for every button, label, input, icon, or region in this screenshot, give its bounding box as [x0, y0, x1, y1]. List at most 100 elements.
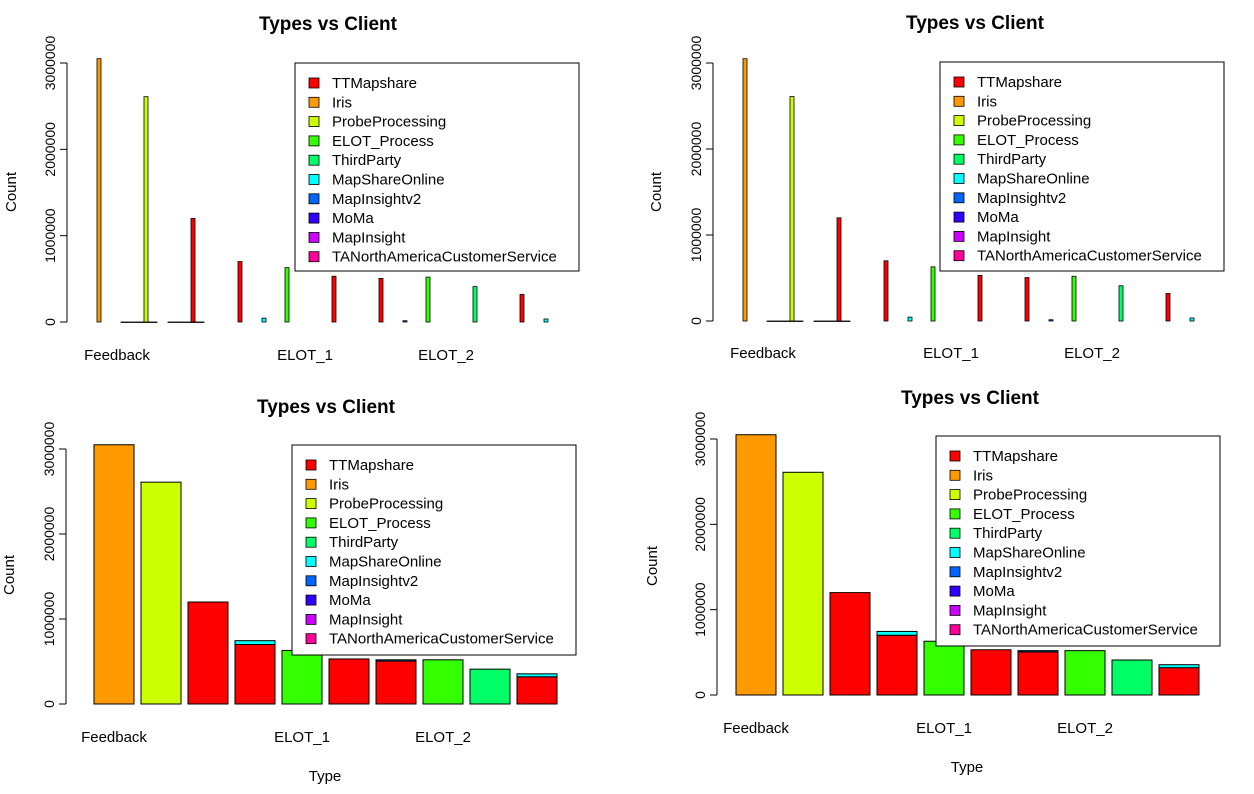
bar-ttmapshare	[234, 644, 276, 705]
legend-swatch	[949, 624, 961, 636]
bar-elot_process	[1071, 275, 1077, 322]
legend-label: MapInsightv2	[329, 573, 418, 590]
bar-iris	[93, 444, 135, 705]
bar-ttmapshare	[1024, 277, 1030, 322]
x-tick-label: ELOT_2	[415, 729, 471, 746]
y-tick-label: 3000000	[41, 422, 57, 477]
bar-elot_process	[284, 267, 290, 323]
legend-label: MapShareOnline	[332, 172, 445, 189]
legend-swatch	[308, 193, 320, 205]
x-tick-label: Feedback	[723, 720, 789, 737]
bar-ttmapshare	[331, 275, 337, 323]
legend-swatch	[305, 517, 317, 529]
bar-ttmapshare	[237, 261, 243, 323]
legend-label: MapInsight	[973, 602, 1047, 619]
bar-probeprocessing	[782, 471, 824, 696]
legend-swatch	[953, 95, 965, 107]
bar-elot_process	[923, 640, 965, 696]
legend-label: MapInsight	[332, 229, 406, 246]
legend: TTMapshare Iris ProbeProcessing ELOT_Proces…	[935, 435, 1221, 647]
legend-label: MoMa	[973, 583, 1015, 600]
legend-label: MapShareOnline	[973, 545, 1086, 562]
bar-mapinsightv2	[402, 320, 408, 323]
bar-ttmapshare	[378, 278, 384, 323]
bar-thirdparty	[469, 668, 511, 705]
legend-swatch	[308, 251, 320, 263]
legend-label: TTMapshare	[977, 74, 1062, 91]
legend-label: TANorthAmericaCustomerService	[329, 631, 554, 648]
legend-swatch	[305, 498, 317, 510]
legend-swatch	[308, 135, 320, 147]
bar-mapshareonline	[261, 317, 267, 323]
y-tick-label: 0	[692, 691, 708, 699]
legend-label: MoMa	[329, 592, 371, 609]
x-axis-label: Type	[951, 759, 984, 776]
legend-label: TTMapshare	[973, 448, 1058, 465]
bar-ttmapshare	[876, 634, 918, 696]
legend-box	[939, 61, 1225, 272]
chart-panel-2: Types vs Client 0 1000000 2000000 3000000 Cou…	[648, 13, 1225, 362]
bar-thirdparty	[1118, 285, 1124, 322]
legend-label: ThirdParty	[973, 525, 1043, 542]
bar-ttmapshare	[1158, 667, 1200, 696]
y-axis-label: Count	[3, 171, 20, 212]
x-tick-label: ELOT_1	[277, 347, 333, 364]
legend-box	[935, 435, 1221, 647]
legend-label: ProbeProcessing	[973, 487, 1087, 504]
bar-ttmapshare	[187, 601, 229, 705]
bar-mapinsightv2	[375, 659, 417, 662]
legend-label: ELOT_Process	[332, 133, 434, 150]
legend-label: MapShareOnline	[329, 554, 442, 571]
bar-mapinsightv2	[1048, 319, 1054, 322]
bar-elot_process	[422, 659, 464, 705]
x-tick-label: ELOT_2	[1064, 345, 1120, 362]
legend-swatch	[305, 633, 317, 645]
legend-box	[291, 444, 577, 656]
bar-mapinsightv2	[1017, 650, 1059, 653]
legend-label: TANorthAmericaCustomerService	[973, 622, 1198, 639]
bar-ttmapshare	[883, 260, 889, 322]
legend-swatch	[308, 212, 320, 224]
bar-ttmapshare	[813, 320, 851, 322]
legend-label: ProbeProcessing	[977, 113, 1091, 130]
y-tick-label: 0	[688, 317, 704, 325]
legend-label: Iris	[973, 467, 993, 484]
bar-mapshareonline	[907, 316, 913, 322]
legend-swatch	[305, 536, 317, 548]
legend-label: ThirdParty	[332, 152, 402, 169]
legend-label: ELOT_Process	[973, 506, 1075, 523]
bar-ttmapshare	[1017, 651, 1059, 696]
bar-ttmapshare	[829, 592, 871, 696]
legend-label: MapShareOnline	[977, 171, 1090, 188]
legend-swatch	[949, 469, 961, 481]
x-tick-label: ELOT_1	[916, 720, 972, 737]
bar-thirdparty	[472, 286, 478, 323]
legend-label: ELOT_Process	[977, 132, 1079, 149]
legend-label: TANorthAmericaCustomerService	[977, 248, 1202, 265]
legend-label: ELOT_Process	[329, 515, 431, 532]
bar-ttmapshare	[766, 320, 804, 322]
legend-swatch	[308, 77, 320, 89]
bar-probeprocessing	[143, 96, 149, 323]
chart-panel-3: Types vs Client 0 1000000 2000000 3000000 Cou…	[1, 397, 577, 785]
legend: TTMapshare Iris ProbeProcessing ELOT_Proces…	[294, 62, 580, 272]
legend-swatch	[953, 211, 965, 223]
legend-label: Iris	[332, 94, 352, 111]
legend: TTMapshare Iris ProbeProcessing ELOT_Proces…	[939, 61, 1225, 272]
bar-iris	[735, 434, 777, 696]
legend-swatch	[308, 231, 320, 243]
bar-elot_process	[281, 649, 323, 705]
bar-mapshareonline	[876, 630, 918, 636]
legend-swatch	[949, 605, 961, 616]
bar-ttmapshare	[519, 293, 525, 323]
x-axis-label: Type	[309, 768, 342, 785]
legend: TTMapshare Iris ProbeProcessing ELOT_Proces…	[291, 444, 577, 656]
legend-swatch	[305, 556, 317, 567]
x-tick-label: ELOT_1	[274, 729, 330, 746]
y-tick-label: 1000000	[688, 208, 704, 263]
bar-mapshareonline	[1189, 317, 1195, 322]
legend-swatch	[305, 614, 317, 625]
legend-swatch	[305, 478, 317, 490]
x-tick-label: Feedback	[84, 347, 150, 364]
